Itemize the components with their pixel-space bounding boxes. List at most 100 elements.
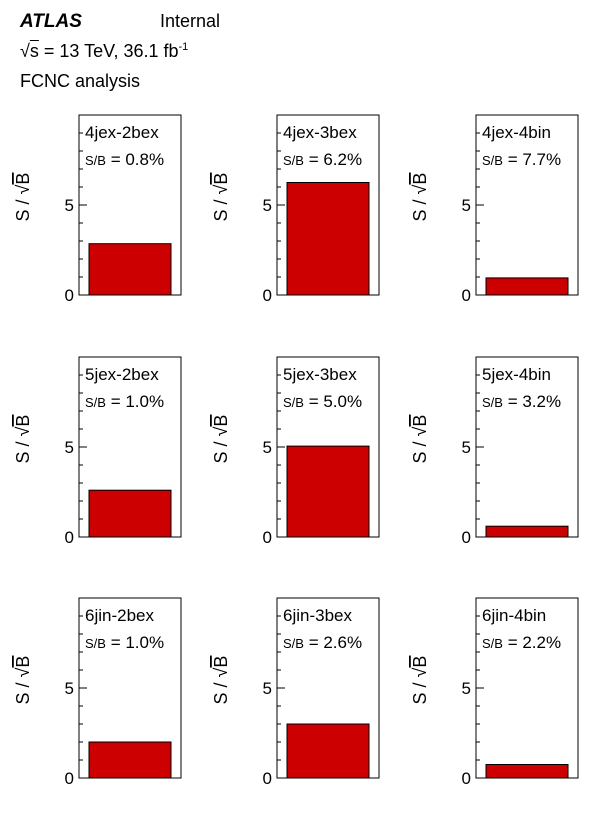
- ylabel-prefix: S /: [13, 194, 33, 221]
- sb-value: = 1.0%: [106, 633, 164, 652]
- panel-6jin-4bin: 0 5 6jin-4bin S/B = 2.2% S / √B: [410, 597, 579, 788]
- ytick-label: 0: [65, 286, 74, 305]
- region-label: 4jex-2bex: [85, 123, 159, 142]
- sb-label: S/B = 7.7%: [482, 150, 561, 169]
- ytick-label: 0: [263, 769, 272, 788]
- region-label: 6jin-3bex: [283, 606, 352, 625]
- panel-frame: [475, 356, 579, 538]
- panel-4jex-4bin: 0 5 4jex-4bin S/B = 7.7% S / √B: [410, 114, 579, 305]
- sb-label: S/B = 1.0%: [85, 392, 164, 411]
- sb-value: = 3.2%: [503, 392, 561, 411]
- sb-value: = 6.2%: [304, 150, 362, 169]
- y-axis-label: S / √B: [410, 656, 430, 705]
- ylabel-sqrt: √: [13, 426, 33, 436]
- ytick-label: 5: [65, 679, 74, 698]
- sb-value: = 0.8%: [106, 150, 164, 169]
- sb-prefix: S/B: [85, 636, 106, 651]
- ytick-label: 0: [462, 286, 471, 305]
- bar-5jex-2bex: [88, 489, 172, 538]
- ytick-label: 5: [65, 438, 74, 457]
- ytick-label: 0: [263, 286, 272, 305]
- ytick-label: 5: [462, 438, 471, 457]
- bar-4jex-4bin: [485, 277, 569, 296]
- ylabel-prefix: S /: [211, 677, 231, 704]
- bar-5jex-4bin: [485, 525, 569, 538]
- ylabel-prefix: S /: [211, 194, 231, 221]
- lumi-exponent: -1: [178, 41, 189, 53]
- energy-lumi-label: √s = 13 TeV, 36.1 fb-1: [20, 41, 188, 62]
- ylabel-sqrt: √: [13, 667, 33, 677]
- ylabel-prefix: S /: [211, 436, 231, 463]
- region-label: 5jex-2bex: [85, 365, 159, 384]
- ylabel-sqrt: √: [410, 667, 430, 677]
- bar-4jex-2bex: [88, 243, 172, 296]
- experiment-label: ATLAS: [20, 11, 82, 32]
- y-axis-label: S / √B: [410, 173, 430, 222]
- ylabel-prefix: S /: [410, 436, 430, 463]
- panel-4jex-2bex: 0 5 4jex-2bex S/B = 0.8% S / √B: [13, 114, 182, 305]
- bar-6jin-3bex: [286, 723, 370, 779]
- bar-5jex-3bex: [286, 445, 370, 538]
- ytick-label: 0: [65, 769, 74, 788]
- region-label: 4jex-4bin: [482, 123, 551, 142]
- s-symbol: s: [29, 41, 39, 61]
- sb-value: = 1.0%: [106, 392, 164, 411]
- ylabel-sqrt: √: [13, 184, 33, 194]
- ylabel-prefix: S /: [13, 677, 33, 704]
- panel-5jex-2bex: 0 5 5jex-2bex S/B = 1.0% S / √B: [13, 356, 182, 547]
- y-axis-label: S / √B: [211, 173, 231, 222]
- ytick-label: 0: [462, 528, 471, 547]
- panel-5jex-4bin: 0 5 5jex-4bin S/B = 3.2% S / √B: [410, 356, 579, 547]
- ylabel-b: B: [410, 656, 430, 668]
- ylabel-sqrt: √: [211, 184, 231, 194]
- bar-6jin-2bex: [88, 741, 172, 779]
- sb-value: = 7.7%: [503, 150, 561, 169]
- region-label: 6jin-2bex: [85, 606, 154, 625]
- region-label: 5jex-4bin: [482, 365, 551, 384]
- panel-6jin-3bex: 0 5 6jin-3bex S/B = 2.6% S / √B: [211, 597, 380, 788]
- ylabel-b: B: [211, 415, 231, 427]
- sb-prefix: S/B: [283, 395, 304, 410]
- ytick-label: 5: [263, 196, 272, 215]
- ytick-label: 0: [65, 528, 74, 547]
- panel-frame: [475, 597, 579, 779]
- status-label: Internal: [160, 11, 221, 31]
- panel-5jex-3bex: 0 5 5jex-3bex S/B = 5.0% S / √B: [211, 356, 380, 547]
- panel-6jin-2bex: 0 5 6jin-2bex S/B = 1.0% S / √B: [13, 597, 182, 788]
- ylabel-b: B: [211, 656, 231, 668]
- sb-label: S/B = 0.8%: [85, 150, 164, 169]
- ylabel-sqrt: √: [211, 426, 231, 436]
- sb-label: S/B = 2.2%: [482, 633, 561, 652]
- sb-prefix: S/B: [482, 395, 503, 410]
- sb-value: = 2.2%: [503, 633, 561, 652]
- bar-6jin-4bin: [485, 764, 569, 779]
- ylabel-prefix: S /: [410, 677, 430, 704]
- ylabel-sqrt: √: [410, 184, 430, 194]
- region-label: 5jex-3bex: [283, 365, 357, 384]
- ylabel-prefix: S /: [13, 436, 33, 463]
- ytick-label: 5: [263, 679, 272, 698]
- ytick-label: 0: [462, 769, 471, 788]
- region-label: 4jex-3bex: [283, 123, 357, 142]
- sb-value: = 2.6%: [304, 633, 362, 652]
- ylabel-sqrt: √: [410, 426, 430, 436]
- ylabel-b: B: [13, 173, 33, 185]
- sb-prefix: S/B: [283, 636, 304, 651]
- sb-label: S/B = 2.6%: [283, 633, 362, 652]
- ylabel-prefix: S /: [410, 194, 430, 221]
- ylabel-b: B: [410, 173, 430, 185]
- analysis-label: FCNC analysis: [20, 71, 141, 91]
- ylabel-sqrt: √: [211, 667, 231, 677]
- bar-4jex-3bex: [286, 182, 370, 296]
- y-axis-label: S / √B: [211, 415, 231, 464]
- ytick-label: 0: [263, 528, 272, 547]
- sqrt-symbol: √: [20, 41, 30, 61]
- ylabel-b: B: [211, 173, 231, 185]
- sb-value: = 5.0%: [304, 392, 362, 411]
- energy-text: = 13 TeV, 36.1 fb: [38, 41, 179, 61]
- sb-label: S/B = 6.2%: [283, 150, 362, 169]
- sb-prefix: S/B: [85, 153, 106, 168]
- panel-frame: [475, 114, 579, 296]
- region-label: 6jin-4bin: [482, 606, 546, 625]
- sb-prefix: S/B: [482, 636, 503, 651]
